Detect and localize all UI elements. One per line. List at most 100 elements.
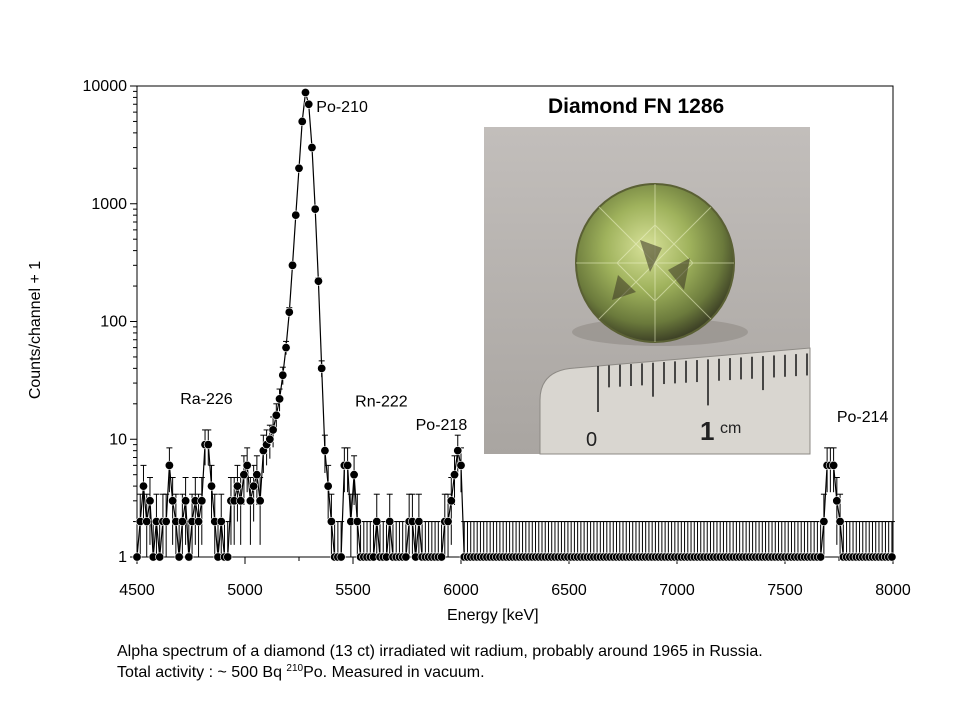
caption-line-2: Total activity : ~ 500 Bq 210Po. Measure…	[117, 662, 763, 683]
caption-line-1: Alpha spectrum of a diamond (13 ct) irra…	[117, 643, 763, 660]
caption-line-2-tail: Po. Measured in vacuum.	[303, 664, 485, 681]
data-point	[343, 460, 353, 470]
data-point	[168, 496, 178, 506]
data-point	[294, 163, 304, 173]
peak-label: Rn-222	[355, 393, 408, 410]
isotope-mass-number: 210	[286, 663, 304, 674]
data-point	[816, 552, 826, 562]
x-tick-label: 6000	[443, 582, 479, 599]
data-point	[401, 552, 411, 562]
data-point	[232, 481, 242, 491]
data-point	[307, 143, 317, 153]
y-tick-label: 10000	[83, 78, 128, 95]
data-point	[132, 552, 142, 562]
peak-annotations: Po-210 Ra-226 Rn-222 Po-218 Po-214	[180, 99, 888, 434]
data-point	[352, 517, 362, 527]
data-point	[184, 552, 194, 562]
data-point	[181, 496, 191, 506]
data-point	[443, 517, 453, 527]
data-point	[326, 517, 336, 527]
data-point	[372, 517, 382, 527]
ruler	[539, 347, 811, 455]
data-point	[304, 99, 314, 109]
data-point	[336, 552, 346, 562]
data-point	[323, 481, 333, 491]
data-point	[313, 276, 323, 286]
y-tick-label: 10	[109, 431, 127, 448]
data-point	[245, 496, 255, 506]
data-point	[145, 496, 155, 506]
ruler-one-label: 1	[700, 416, 714, 446]
data-point	[197, 496, 207, 506]
x-tick-label: 6500	[551, 582, 587, 599]
x-tick-label: 7500	[767, 582, 803, 599]
data-point	[317, 363, 327, 373]
data-points	[132, 88, 897, 562]
data-point	[320, 446, 330, 456]
data-point	[203, 440, 213, 450]
inset-title: Diamond FN 1286	[548, 95, 725, 118]
data-point	[138, 481, 148, 491]
data-point	[829, 460, 839, 470]
data-point	[456, 460, 466, 470]
data-point	[194, 517, 204, 527]
data-point	[835, 517, 845, 527]
data-point	[275, 394, 285, 404]
peak-label: Po-218	[416, 417, 468, 434]
y-axis-label: Counts/channel + 1	[27, 260, 44, 400]
peak-label: Ra-226	[180, 391, 233, 408]
data-point	[236, 496, 246, 506]
data-point	[265, 434, 275, 444]
x-tick-label: 5500	[335, 582, 371, 599]
data-point	[242, 460, 252, 470]
y-axis: 1 10 100 1000 10000	[83, 78, 137, 566]
data-point	[450, 470, 460, 480]
data-point	[385, 517, 395, 527]
data-point	[819, 517, 829, 527]
peak-label: Po-214	[837, 409, 889, 426]
data-point	[291, 210, 301, 220]
x-tick-label: 7000	[659, 582, 695, 599]
data-point	[453, 446, 463, 456]
data-point	[155, 552, 165, 562]
data-point	[223, 552, 233, 562]
x-axis: 4500 5000 5500 6000 6500 7000 7500 8000	[119, 557, 911, 599]
data-point	[268, 425, 278, 435]
data-point	[284, 307, 294, 317]
data-point	[174, 552, 184, 562]
data-point	[142, 517, 152, 527]
data-point	[255, 496, 265, 506]
data-point	[887, 552, 897, 562]
data-point	[437, 552, 447, 562]
figure-caption: Alpha spectrum of a diamond (13 ct) irra…	[117, 641, 763, 683]
data-point	[177, 517, 187, 527]
caption-line-2-text: Total activity : ~ 500 Bq	[117, 664, 287, 681]
y-tick-label: 100	[100, 314, 127, 331]
diamond-photo: 0 1 cm	[484, 127, 811, 455]
x-tick-label: 8000	[875, 582, 911, 599]
data-point	[216, 517, 226, 527]
ruler-unit-label: cm	[720, 420, 741, 437]
x-tick-label: 4500	[119, 582, 155, 599]
y-tick-label: 1000	[91, 196, 127, 213]
data-point	[414, 517, 424, 527]
data-point	[446, 496, 456, 506]
data-point	[300, 88, 310, 98]
data-point	[310, 204, 320, 214]
data-point	[281, 343, 291, 353]
x-axis-label: Energy [keV]	[447, 607, 539, 624]
x-tick-label: 5000	[227, 582, 263, 599]
y-tick-label: 1	[118, 549, 127, 566]
peak-label: Po-210	[316, 99, 368, 116]
data-point	[252, 470, 262, 480]
ruler-zero-label: 0	[586, 429, 597, 451]
data-point	[297, 116, 307, 126]
data-point	[271, 410, 281, 420]
data-point	[164, 460, 174, 470]
data-point	[278, 370, 288, 380]
data-point	[207, 481, 217, 491]
data-point	[249, 481, 259, 491]
data-point	[239, 470, 249, 480]
data-point	[349, 470, 359, 480]
